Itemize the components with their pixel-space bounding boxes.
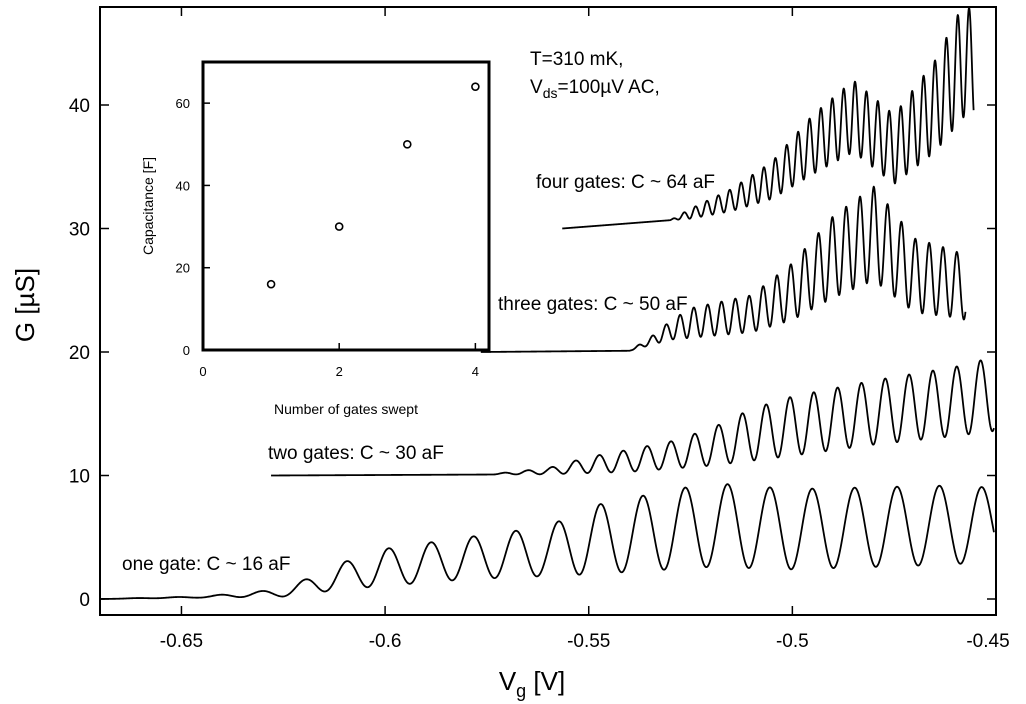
main-series: [99, 7, 995, 600]
four-gates-label: four gates: C ~ 64 aF: [536, 172, 715, 193]
inset-background: [203, 62, 489, 350]
inset-y-tick-label: 20: [176, 261, 190, 276]
x-tick-label: -0.45: [966, 631, 1009, 652]
series-line-1: [99, 483, 995, 600]
inset-data-point: [402, 139, 412, 149]
inset-y-tick-label: 0: [183, 343, 190, 358]
y-tick-label: 10: [69, 467, 90, 488]
three-gates-label: three gates: C ~ 50 aF: [498, 294, 688, 315]
y-tick-label: 20: [69, 343, 90, 364]
inset-frame: [201, 60, 491, 352]
inset-x-tick-label: 0: [199, 364, 206, 379]
y-tick-label: 0: [79, 590, 90, 611]
x-tick-label: -0.65: [160, 631, 203, 652]
temperature-annotation: T=310 mK,: [530, 49, 623, 70]
inset-data-point: [471, 82, 480, 91]
x-tick-label: -0.6: [369, 631, 402, 652]
inset-x-ticks: 0 2 4: [199, 343, 479, 379]
inset-y-tick-label: 40: [176, 178, 190, 193]
inset-x-tick-label: 2: [336, 364, 343, 379]
inset-y-axis-label: Capacitance [F]: [140, 157, 156, 255]
y-tick-label: 40: [69, 96, 90, 117]
vds-annotation: Vds=100µV AC,: [530, 77, 660, 101]
series-line-3: [480, 185, 967, 353]
y-tick-label: 30: [69, 220, 90, 241]
inset-x-tick-label: 4: [472, 364, 479, 379]
x-tick-label: -0.55: [567, 631, 610, 652]
two-gates-label: two gates: C ~ 30 aF: [268, 443, 444, 464]
inset-y-tick-label: 60: [176, 96, 190, 111]
series-line-4: [561, 7, 975, 230]
x-tick-label: -0.5: [776, 631, 809, 652]
inset-x-axis-label: Number of gates swept: [274, 401, 418, 417]
y-axis-label: G [µS]: [10, 268, 40, 342]
inset-data-point: [334, 222, 344, 231]
x-axis-label: Vg [V]: [499, 666, 565, 701]
main-x-ticks: -0.65 -0.6 -0.55 -0.5 -0.45: [160, 7, 1010, 652]
one-gate-label: one gate: C ~ 16 aF: [122, 554, 290, 575]
inset-data-point: [266, 279, 276, 289]
main-plot-frame: [99, 6, 997, 616]
inset-y-ticks: 0 20 40 60: [176, 96, 210, 358]
inset-points: [266, 82, 480, 289]
series-line-2: [270, 359, 995, 477]
